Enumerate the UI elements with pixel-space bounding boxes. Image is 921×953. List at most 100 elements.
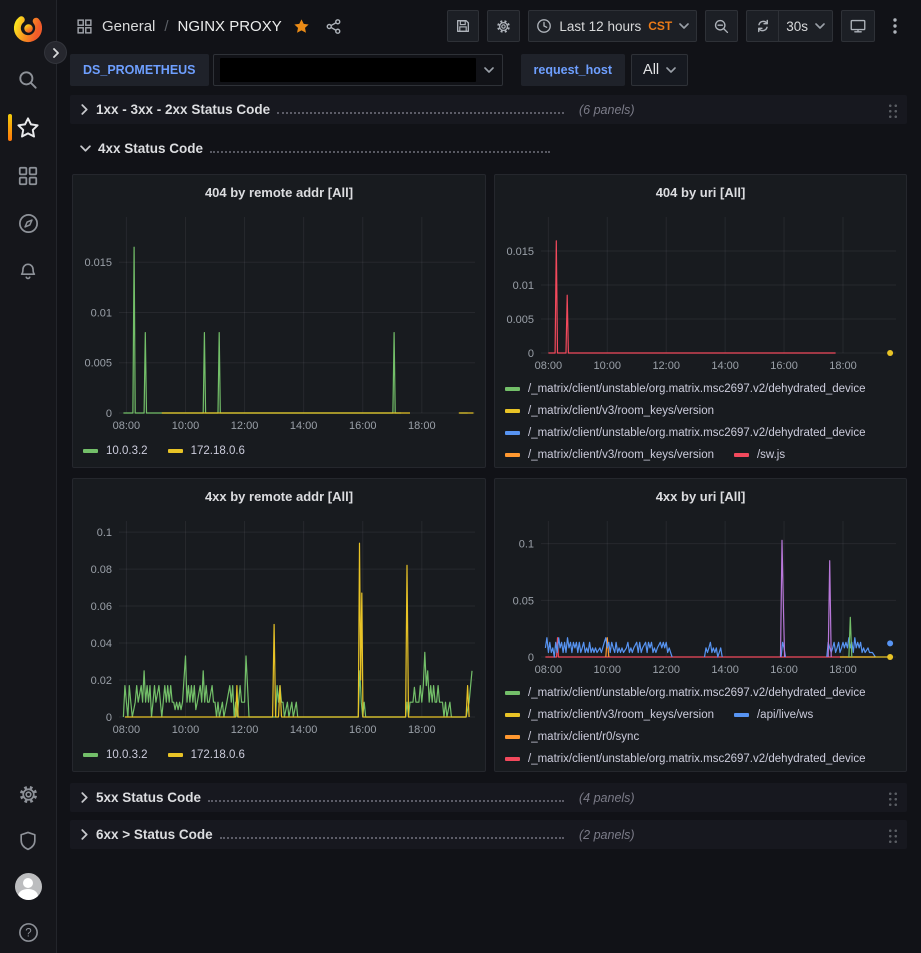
row-6xx[interactable]: 6xx > Status Code (2 panels) [70, 820, 907, 849]
chevron-down-icon [679, 23, 689, 29]
legend-row: /_matrix/client/v3/room_keys/version [505, 400, 906, 422]
row-title[interactable]: 5xx Status Code [96, 790, 201, 805]
breadcrumb-folder[interactable]: General [102, 18, 155, 35]
row-4xx[interactable]: 4xx Status Code [70, 134, 907, 163]
toolbar-actions: Last 12 hours CST 30s [447, 10, 907, 42]
refresh-interval-dropdown[interactable]: 30s [778, 10, 833, 42]
legend-item[interactable]: 10.0.3.2 [83, 445, 148, 457]
legend-item[interactable]: /_matrix/client/unstable/org.matrix.msc2… [505, 383, 866, 395]
chart-legend: /_matrix/client/unstable/org.matrix.msc2… [495, 375, 906, 467]
sidebar-item-help[interactable]: ? [0, 919, 56, 946]
share-icon[interactable] [325, 18, 342, 35]
svg-text:18:00: 18:00 [408, 420, 436, 432]
panel-title[interactable]: 404 by uri [All] [495, 175, 906, 209]
timezone-label: CST [648, 19, 672, 33]
legend-item[interactable]: /api/live/ws [734, 709, 813, 721]
timeseries-chart[interactable]: 08:0010:0012:0014:0016:0018:0000.0050.01… [495, 209, 906, 375]
sidebar-item-alerting[interactable] [0, 258, 56, 285]
series-point [887, 640, 893, 646]
legend-row: /_matrix/client/unstable/org.matrix.msc2… [505, 748, 906, 770]
grafana-flame-icon [11, 11, 45, 45]
row-drag-handle[interactable] [887, 827, 898, 843]
host-variable-label[interactable]: request_host [521, 54, 626, 86]
svg-text:0.01: 0.01 [513, 280, 534, 292]
series-point [887, 350, 893, 356]
svg-text:12:00: 12:00 [652, 664, 680, 676]
refresh-button[interactable] [746, 10, 778, 42]
panel-title[interactable]: 4xx by remote addr [All] [73, 479, 485, 513]
legend-item[interactable]: /_matrix/client/v3/room_keys/version [505, 449, 714, 461]
row-title[interactable]: 4xx Status Code [98, 141, 203, 156]
legend-row: /_matrix/client/unstable/org.matrix.msc2… [505, 422, 906, 444]
time-range-picker[interactable]: Last 12 hours CST [528, 10, 697, 42]
dotted-leader [220, 837, 564, 839]
timeseries-chart[interactable]: 08:0010:0012:0014:0016:0018:0000.050.1 [495, 513, 906, 679]
apps-icon [76, 18, 93, 35]
legend-item[interactable]: 172.18.0.6 [168, 445, 245, 457]
host-variable-value[interactable]: All [631, 54, 688, 86]
zoom-out-time-button[interactable] [705, 10, 738, 42]
panel-count: (2 panels) [579, 828, 635, 842]
legend-item[interactable]: /_matrix/client/r0/sync [505, 731, 639, 743]
legend-item[interactable]: /_matrix/client/unstable/org.matrix.msc2… [505, 687, 866, 699]
svg-text:0.005: 0.005 [84, 358, 112, 370]
cycle-view-mode-button[interactable] [841, 10, 875, 42]
legend-label: /_matrix/client/unstable/org.matrix.msc2… [528, 383, 866, 395]
host-value-label: All [643, 62, 659, 78]
svg-text:0: 0 [528, 348, 534, 360]
legend-row: /_matrix/client/v3/room_keys/version/sw.… [505, 444, 906, 466]
legend-item[interactable]: /_matrix/client/unstable/org.matrix.msc2… [505, 753, 866, 765]
save-dashboard-button[interactable] [447, 10, 479, 42]
dashboard-title[interactable]: NGINX PROXY [178, 18, 282, 35]
legend-item[interactable]: 10.0.3.2 [83, 749, 148, 761]
row-drag-handle[interactable] [887, 102, 898, 118]
panel-title[interactable]: 4xx by uri [All] [495, 479, 906, 513]
more-options-button[interactable] [883, 10, 907, 42]
row-title[interactable]: 6xx > Status Code [96, 827, 213, 842]
row-title[interactable]: 1xx - 3xx - 2xx Status Code [96, 102, 270, 117]
dashboard-settings-button[interactable] [487, 10, 520, 42]
sidebar-item-configuration[interactable] [0, 781, 56, 808]
legend-swatch [505, 713, 520, 717]
legend-item[interactable]: /_matrix/client/unstable/org.matrix.msc2… [505, 427, 866, 439]
svg-text:0.01: 0.01 [91, 307, 112, 319]
panel-title[interactable]: 404 by remote addr [All] [73, 175, 485, 209]
datasource-variable-label[interactable]: DS_PROMETHEUS [70, 54, 209, 86]
row-1xx-3xx-2xx[interactable]: 1xx - 3xx - 2xx Status Code (6 panels) [70, 95, 907, 124]
svg-text:12:00: 12:00 [231, 724, 259, 736]
timeseries-chart[interactable]: 08:0010:0012:0014:0016:0018:0000.0050.01… [73, 209, 485, 435]
sidebar-item-dashboards[interactable] [0, 162, 56, 189]
row-5xx[interactable]: 5xx Status Code (4 panels) [70, 783, 907, 812]
sidebar-item-explore[interactable] [0, 210, 56, 237]
sidebar-item-profile[interactable] [0, 873, 56, 900]
legend-item[interactable]: /sw.js [734, 449, 785, 461]
panel-4xx-by-remote-addr: 4xx by remote addr [All] 08:0010:0012:00… [72, 478, 486, 772]
panel-count: (6 panels) [579, 103, 635, 117]
search-icon [17, 69, 39, 91]
grafana-logo[interactable] [11, 11, 45, 45]
series-line [545, 638, 875, 657]
legend-label: /_matrix/client/unstable/org.matrix.msc2… [528, 687, 866, 699]
panel-404-by-remote-addr: 404 by remote addr [All] 08:0010:0012:00… [72, 174, 486, 468]
sidebar-item-starred[interactable] [0, 114, 56, 141]
sidebar-expand-button[interactable] [44, 41, 67, 64]
legend-row: 10.0.3.2 172.18.0.6 [83, 742, 485, 768]
legend-swatch [83, 449, 98, 453]
sidebar-item-search[interactable] [0, 66, 56, 93]
row-drag-handle[interactable] [887, 790, 898, 806]
series-line [828, 561, 831, 657]
legend-item[interactable]: /_matrix/client/v3/room_keys/version [505, 405, 714, 417]
legend-label: 10.0.3.2 [106, 445, 148, 457]
svg-text:10:00: 10:00 [594, 360, 622, 372]
redacted-value [220, 58, 476, 82]
favorite-star-icon[interactable] [293, 18, 310, 35]
sidebar-item-server-admin[interactable] [0, 827, 56, 854]
legend-item[interactable]: /_matrix/client/v3/room_keys/version [505, 709, 714, 721]
timeseries-chart[interactable]: 08:0010:0012:0014:0016:0018:0000.020.040… [73, 513, 485, 739]
datasource-variable-value[interactable] [213, 54, 503, 86]
legend-row: /_matrix/client/unstable/org.matrix.msc2… [505, 682, 906, 704]
sidebar-bottom-nav: ? [0, 781, 56, 953]
svg-text:08:00: 08:00 [113, 724, 141, 736]
legend-item[interactable]: 172.18.0.6 [168, 749, 245, 761]
legend-label: /_matrix/client/r0/sync [528, 731, 639, 743]
